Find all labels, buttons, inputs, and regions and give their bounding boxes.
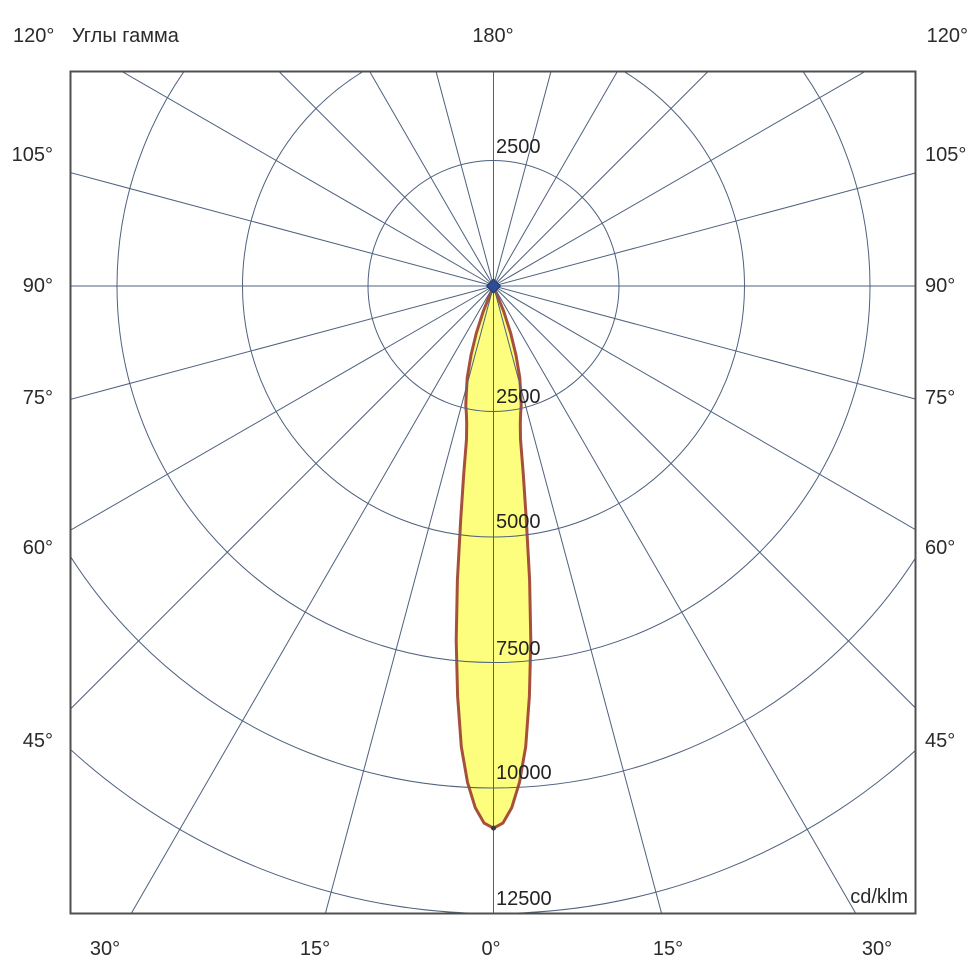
gamma-ray-195: [435, 71, 494, 287]
gamma-ray-105: [493, 172, 916, 287]
beam-tip-marker: [491, 825, 496, 831]
angle-label-bottom-30-right: 30°: [861, 938, 893, 960]
gamma-ray-300: [70, 285, 494, 531]
gamma-ray-45: [493, 285, 916, 709]
angle-label-bottom-15-right: 15°: [652, 938, 684, 960]
gamma-ray-225: [278, 71, 494, 287]
gamma-ray-345: [324, 285, 494, 914]
angle-label-top-center: 180°: [472, 25, 514, 47]
radial-tick-2500-upper: 2500: [496, 136, 541, 158]
angle-label-top-right: 120°: [926, 25, 968, 47]
chart-title: Углы гамма: [72, 25, 179, 47]
gamma-ray-150: [493, 71, 618, 287]
gamma-ray-210: [369, 71, 494, 287]
gamma-ray-165: [493, 71, 552, 287]
angle-label-left-105: 105°: [11, 144, 53, 166]
gamma-ray-315: [70, 285, 494, 710]
radial-tick-10000: 10000: [496, 762, 552, 784]
plot-border: [69, 70, 917, 915]
angle-label-left-45: 45°: [22, 730, 53, 752]
pole-marker: [485, 278, 502, 294]
angle-label-top-left: 120°: [13, 25, 55, 47]
angle-label-left-60: 60°: [22, 537, 53, 559]
gamma-ray-30: [493, 285, 857, 914]
radial-tick-12500: 12500: [496, 888, 552, 910]
angle-label-bottom-15-left: 15°: [299, 938, 331, 960]
angle-label-bottom-30-left: 30°: [89, 938, 121, 960]
angle-label-left-90: 90°: [22, 275, 53, 297]
angle-label-left-75: 75°: [22, 387, 53, 409]
angle-label-bottom-0: 0°: [481, 938, 501, 960]
gamma-ray-15: [493, 285, 663, 914]
angle-label-right-105: 105°: [925, 144, 967, 166]
gamma-ray-75: [493, 285, 916, 400]
radial-tick-2500: 2500: [496, 386, 541, 408]
angle-label-right-90: 90°: [925, 275, 956, 297]
gamma-ray-135: [493, 71, 709, 287]
gamma-ray-255: [70, 172, 494, 287]
gamma-ray-330: [130, 285, 494, 914]
unit-label: cd/klm: [850, 886, 908, 908]
gamma-ray-285: [70, 285, 494, 400]
radial-tick-7500: 7500: [496, 638, 541, 660]
angle-label-right-60: 60°: [925, 537, 956, 559]
radial-tick-5000: 5000: [496, 511, 541, 533]
gamma-ray-120: [493, 71, 867, 287]
angle-label-right-75: 75°: [925, 387, 956, 409]
gamma-ray-240: [120, 71, 494, 287]
angle-label-right-45: 45°: [925, 730, 956, 752]
gamma-ray-60: [493, 285, 916, 531]
